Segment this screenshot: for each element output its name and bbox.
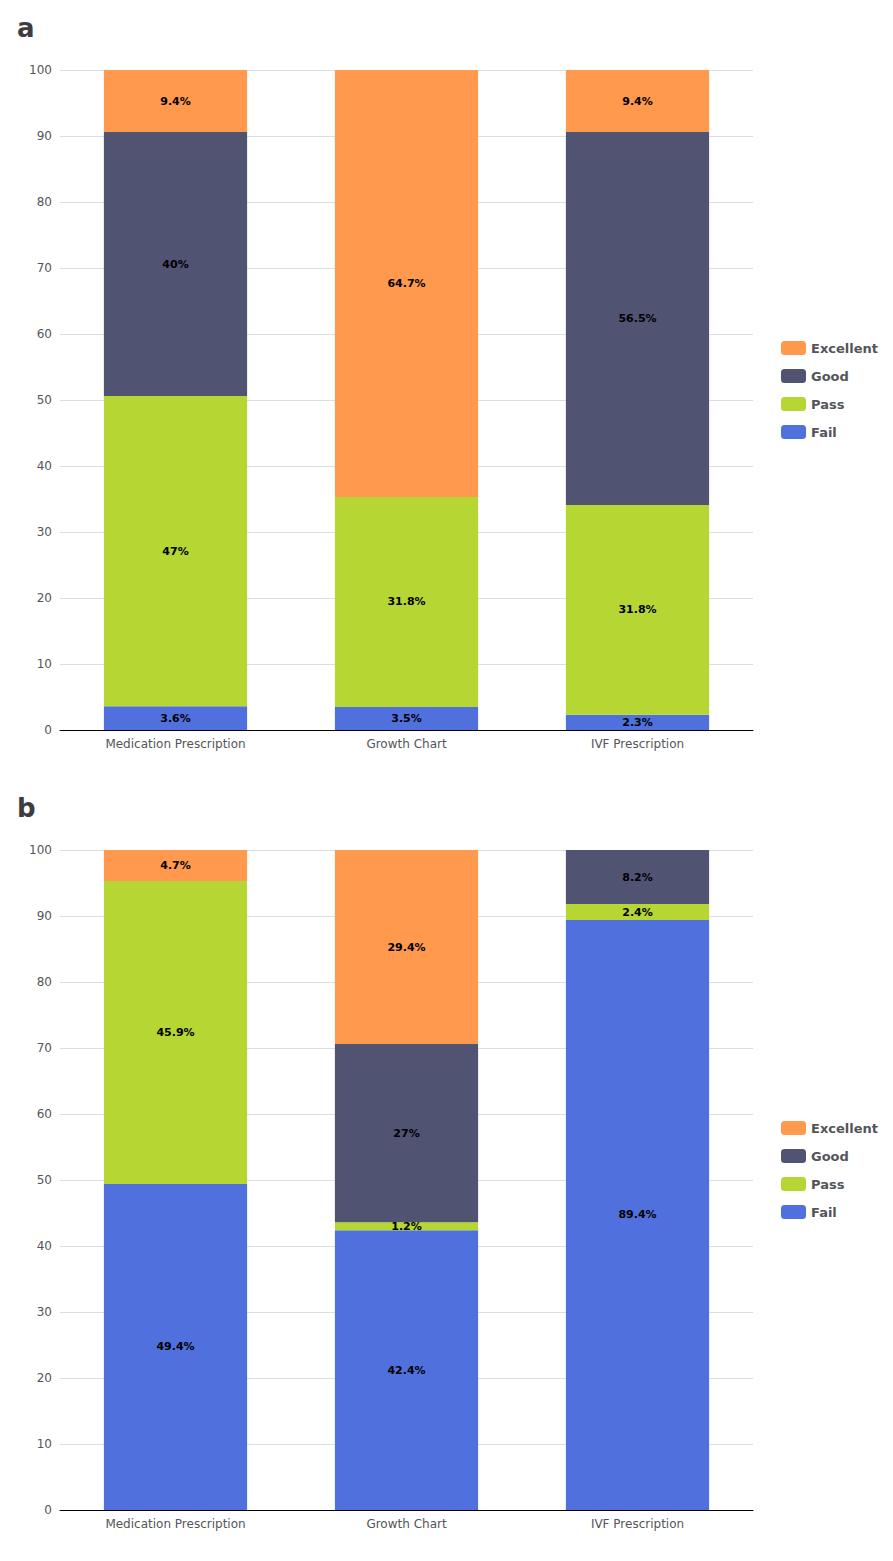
svg-text:49.4%: 49.4% [156, 1340, 194, 1353]
svg-text:a: a [17, 13, 35, 43]
svg-text:3.5%: 3.5% [391, 712, 422, 725]
svg-text:Excellent: Excellent [811, 1121, 878, 1136]
svg-text:90: 90 [37, 129, 52, 143]
svg-text:40%: 40% [162, 258, 188, 271]
svg-text:8.2%: 8.2% [622, 871, 653, 884]
svg-text:70: 70 [37, 261, 52, 275]
svg-text:100: 100 [29, 63, 52, 77]
svg-text:4.7%: 4.7% [160, 859, 191, 872]
svg-text:31.8%: 31.8% [618, 603, 656, 616]
svg-text:64.7%: 64.7% [387, 277, 425, 290]
svg-text:Good: Good [811, 1149, 849, 1164]
svg-text:40: 40 [37, 459, 52, 473]
svg-text:Excellent: Excellent [811, 341, 878, 356]
svg-text:56.5%: 56.5% [618, 312, 656, 325]
svg-text:0: 0 [44, 723, 52, 737]
svg-text:1.2%: 1.2% [391, 1220, 422, 1233]
svg-text:Pass: Pass [811, 1177, 845, 1192]
svg-text:20: 20 [37, 591, 52, 605]
svg-text:0: 0 [44, 1503, 52, 1517]
svg-text:Pass: Pass [811, 397, 845, 412]
svg-text:30: 30 [37, 525, 52, 539]
svg-text:45.9%: 45.9% [156, 1026, 194, 1039]
svg-text:90: 90 [37, 909, 52, 923]
svg-text:100: 100 [29, 843, 52, 857]
svg-text:3.6%: 3.6% [160, 712, 191, 725]
svg-text:IVF Prescription: IVF Prescription [591, 1517, 684, 1531]
svg-text:50: 50 [37, 1173, 52, 1187]
svg-text:40: 40 [37, 1239, 52, 1253]
svg-text:b: b [17, 793, 36, 823]
svg-text:50: 50 [37, 393, 52, 407]
svg-text:Fail: Fail [811, 425, 837, 440]
svg-text:30: 30 [37, 1305, 52, 1319]
svg-text:Fail: Fail [811, 1205, 837, 1220]
svg-text:20: 20 [37, 1371, 52, 1385]
svg-text:89.4%: 89.4% [618, 1208, 656, 1221]
svg-text:IVF Prescription: IVF Prescription [591, 737, 684, 751]
svg-text:70: 70 [37, 1041, 52, 1055]
svg-text:10: 10 [37, 1437, 52, 1451]
svg-text:Growth Chart: Growth Chart [366, 737, 447, 751]
svg-text:47%: 47% [162, 545, 188, 558]
svg-text:Medication Prescription: Medication Prescription [105, 1517, 245, 1531]
svg-text:80: 80 [37, 195, 52, 209]
svg-text:2.4%: 2.4% [622, 906, 653, 919]
svg-text:42.4%: 42.4% [387, 1364, 425, 1377]
svg-text:31.8%: 31.8% [387, 595, 425, 608]
svg-text:27%: 27% [393, 1127, 419, 1140]
svg-text:2.3%: 2.3% [622, 716, 653, 729]
svg-text:10: 10 [37, 657, 52, 671]
svg-text:29.4%: 29.4% [387, 941, 425, 954]
svg-text:80: 80 [37, 975, 52, 989]
svg-text:60: 60 [37, 327, 52, 341]
svg-text:Medication Prescription: Medication Prescription [105, 737, 245, 751]
svg-text:Growth Chart: Growth Chart [366, 1517, 447, 1531]
svg-text:60: 60 [37, 1107, 52, 1121]
svg-text:Good: Good [811, 369, 849, 384]
svg-text:9.4%: 9.4% [622, 95, 653, 108]
svg-text:9.4%: 9.4% [160, 95, 191, 108]
